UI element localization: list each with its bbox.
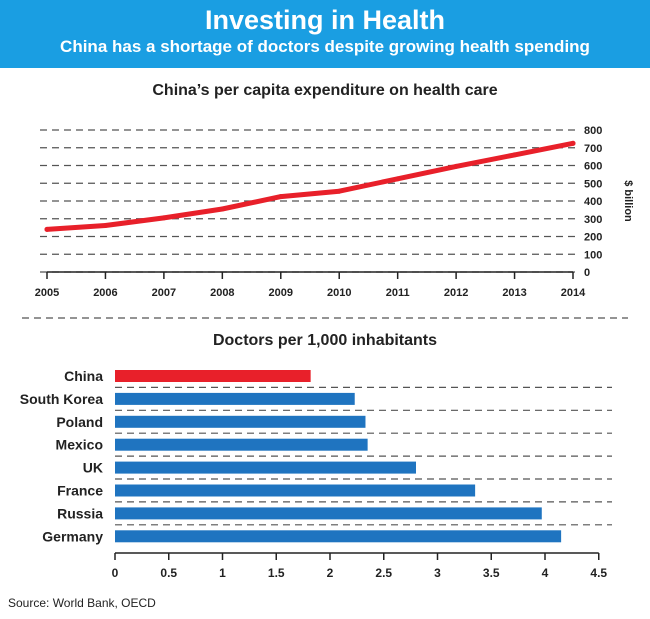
x-tick-label: 2005 xyxy=(35,287,59,299)
source-note: Source: World Bank, OECD xyxy=(8,596,156,610)
x-tick-label: 1 xyxy=(219,566,226,580)
bar-chart-title: Doctors per 1,000 inhabitants xyxy=(212,332,438,349)
data-point xyxy=(512,152,518,158)
y-tick-label: 700 xyxy=(584,143,602,155)
category-label: France xyxy=(57,483,103,499)
y-axis-label: $ billion xyxy=(622,180,634,222)
data-point xyxy=(278,194,284,200)
category-label: Poland xyxy=(56,414,103,430)
x-tick-label: 2013 xyxy=(502,287,526,299)
category-label: Mexico xyxy=(56,437,103,453)
line-chart: 0 100 200 300 400 500 600 700 800 2005 2006 2007 200… xyxy=(35,125,634,299)
y-tick-label: 600 xyxy=(584,161,602,173)
x-tick-label: 2 xyxy=(327,566,334,580)
y-tick-label: 500 xyxy=(584,178,602,190)
x-tick-label: 0.5 xyxy=(160,566,177,580)
line-chart-title: China’s per capita expenditure on health… xyxy=(152,82,498,99)
data-point xyxy=(453,163,459,169)
category-label: Germany xyxy=(42,528,103,544)
x-tick-label: 2012 xyxy=(444,287,468,299)
y-tick-label: 400 xyxy=(584,196,602,208)
bar-germany xyxy=(115,530,562,543)
bar-uk xyxy=(115,461,416,474)
header-banner: Investing in Health China has a shortage… xyxy=(0,0,650,68)
x-tick-label: 2.5 xyxy=(375,566,392,580)
bar-mexico xyxy=(115,438,368,451)
data-point xyxy=(336,188,342,194)
x-tick-label: 1.5 xyxy=(268,566,285,580)
y-tick-label: 200 xyxy=(584,232,602,244)
x-tick-label: 2011 xyxy=(386,287,410,299)
x-tick-label: 2010 xyxy=(327,287,351,299)
bar-france xyxy=(115,484,476,497)
x-tick-label: 2014 xyxy=(561,287,586,299)
category-label: China xyxy=(64,368,103,384)
x-tick-label: 4.5 xyxy=(590,566,607,580)
x-tick-label: 4 xyxy=(542,566,549,580)
data-point xyxy=(102,222,108,228)
x-tick-label: 3.5 xyxy=(483,566,500,580)
x-tick-label: 2006 xyxy=(93,287,117,299)
bar-china xyxy=(115,370,311,382)
y-tick-label: 300 xyxy=(584,214,602,226)
x-tick-label: 3 xyxy=(434,566,441,580)
bar-chart: China South Korea Poland Mexico UK France Russ… xyxy=(20,368,612,580)
x-tick-label: 2009 xyxy=(269,287,293,299)
x-tick-label: 2007 xyxy=(152,287,176,299)
x-tick-label: 0 xyxy=(112,566,119,580)
category-label: Russia xyxy=(57,505,103,521)
category-label: South Korea xyxy=(20,391,103,407)
bar-south-korea xyxy=(115,392,355,405)
page-subtitle: China has a shortage of doctors despite … xyxy=(60,37,590,56)
data-point xyxy=(161,215,167,221)
page-title: Investing in Health xyxy=(204,5,446,35)
category-label: UK xyxy=(83,460,103,476)
x-tick-label: 2008 xyxy=(210,287,234,299)
y-tick-label: 0 xyxy=(584,267,590,279)
bar-poland xyxy=(115,415,366,428)
data-point xyxy=(44,226,50,232)
line-series-expenditure xyxy=(44,140,576,232)
data-point xyxy=(570,140,576,146)
bar-russia xyxy=(115,507,542,520)
data-point xyxy=(395,176,401,182)
data-point xyxy=(219,206,225,212)
y-tick-label: 800 xyxy=(584,125,602,137)
y-tick-label: 100 xyxy=(584,249,602,261)
